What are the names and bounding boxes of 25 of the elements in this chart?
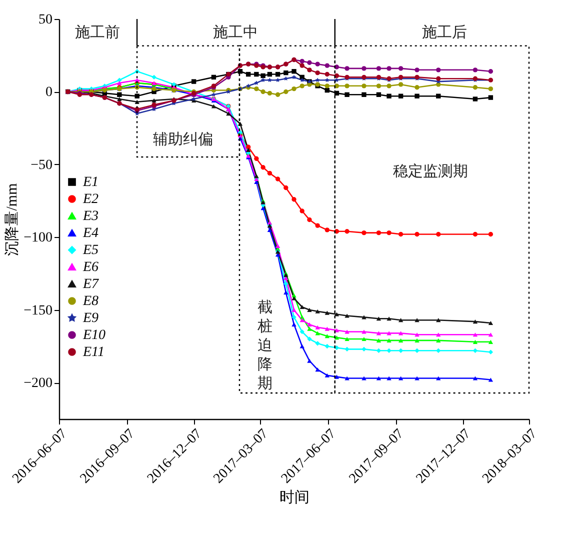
annotation: 稳定监测期: [392, 163, 468, 180]
y-tick-label: 0: [46, 85, 52, 100]
legend-label: E6: [82, 260, 99, 275]
legend-label: E1: [82, 175, 99, 190]
x-axis-title: 时间: [280, 488, 310, 506]
legend-label: E4: [82, 226, 99, 241]
legend-label: E5: [82, 243, 99, 258]
legend-label: E3: [82, 209, 99, 224]
y-tick-label: −200: [24, 376, 52, 392]
y-axis-title: 沉降量/mm: [4, 182, 21, 256]
legend-label: E10: [82, 328, 106, 343]
legend-label: E11: [82, 345, 105, 360]
annotation: 辅助纠偏: [153, 131, 214, 148]
y-tick-label: −50: [30, 158, 52, 173]
y-tick-label: 50: [38, 12, 52, 28]
legend-label: E7: [82, 277, 100, 292]
annotation: 施工后: [422, 24, 467, 42]
annotation: 施工中: [212, 24, 258, 42]
annotation: 施工前: [75, 24, 120, 42]
annotation: 截桩迫降期: [256, 299, 272, 392]
legend-label: E9: [82, 311, 99, 326]
y-tick-label: −150: [24, 303, 52, 318]
legend-label: E8: [82, 294, 99, 309]
legend-label: E2: [82, 192, 99, 207]
y-tick-label: −100: [24, 230, 52, 246]
